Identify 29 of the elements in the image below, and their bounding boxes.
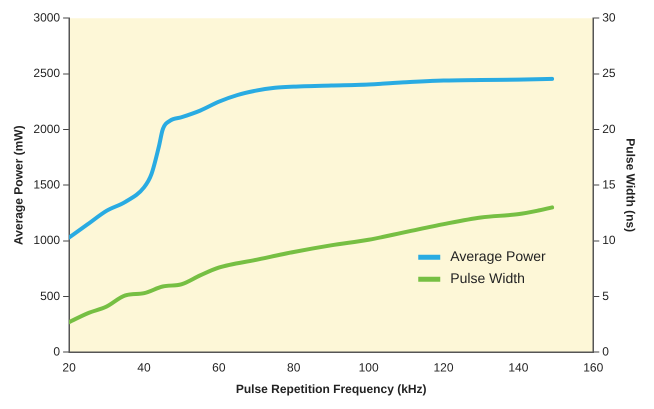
x-tick-label: 120	[433, 360, 454, 375]
x-tick-label: 160	[583, 360, 604, 375]
x-tick-label: 80	[287, 360, 301, 375]
x-tick-label: 140	[508, 360, 529, 375]
y-tick-label: 2000	[33, 122, 60, 136]
y-tick-label: 2500	[33, 66, 60, 80]
y2-tick-label: 5	[602, 288, 610, 303]
y-tick-label: 0	[53, 344, 60, 359]
y2-tick-label: 30	[602, 10, 616, 25]
y-axis-title: Average Power (mW)	[12, 125, 26, 245]
y2-tick-label: 10	[602, 233, 616, 248]
x-tick-label: 100	[358, 360, 379, 375]
y-tick-label: 500	[40, 288, 60, 303]
y-tick-label: 3000	[33, 10, 60, 25]
y2-tick-label: 15	[602, 178, 616, 192]
line-series	[69, 205, 554, 324]
y2-axis-title: Pulse Width (ns)	[623, 138, 638, 232]
y2-tick-label: 0	[602, 344, 610, 359]
y2-tick-label: 20	[602, 122, 616, 136]
y2-tick-label: 25	[602, 66, 616, 80]
x-tick-label: 40	[137, 360, 151, 375]
legend-label: Pulse Width	[450, 270, 525, 286]
line-series	[69, 76, 554, 240]
x-axis-title: Pulse Repetition Frequency (kHz)	[236, 382, 427, 396]
x-tick-label: 20	[62, 360, 76, 375]
y-tick-label: 1000	[33, 233, 60, 248]
x-tick-label: 60	[212, 360, 226, 375]
legend-label: Average Power	[450, 248, 546, 264]
y-tick-label: 1500	[33, 178, 60, 192]
